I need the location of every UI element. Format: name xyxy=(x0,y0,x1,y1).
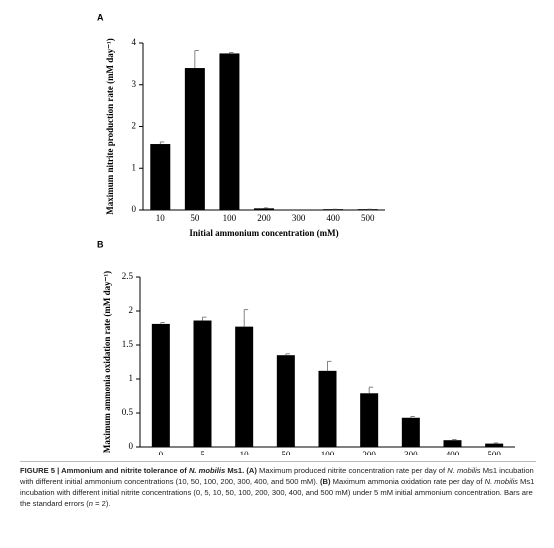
y-axis-title: Maximum ammonia oxidation rate (mM day⁻¹… xyxy=(102,271,112,453)
caption-text: Ms1. xyxy=(225,466,245,475)
x-tick-label: 50 xyxy=(190,213,200,223)
y-axis-title: Maximum nitrite production rate (mM day⁻… xyxy=(105,38,115,215)
y-tick-label: 2 xyxy=(129,305,134,315)
x-tick-label: 400 xyxy=(326,213,340,223)
caption-text: Ms1 incubation with different initial ni… xyxy=(20,476,535,508)
caption-text: N. mobilis xyxy=(484,476,518,486)
bar xyxy=(254,208,274,210)
x-tick-label: 100 xyxy=(321,450,335,455)
bar xyxy=(151,323,170,447)
bar xyxy=(323,209,344,210)
x-tick-label: 100 xyxy=(223,213,237,223)
x-tick-label: 200 xyxy=(257,213,271,223)
y-tick-label: 0 xyxy=(129,441,134,451)
caption-text: Maximum ammonia oxidation rate per day o… xyxy=(330,476,485,486)
bar xyxy=(485,443,504,447)
x-tick-label: 500 xyxy=(361,213,375,223)
bar xyxy=(318,370,337,447)
x-axis-title: Initial ammonium concentration (mM) xyxy=(189,228,338,238)
y-tick-label: 4 xyxy=(132,37,137,47)
y-tick-label: 1 xyxy=(132,162,137,172)
caption: FIGURE 5 | Ammonium and nitrite toleranc… xyxy=(20,461,536,510)
bar xyxy=(193,320,212,447)
x-tick-label: 300 xyxy=(292,213,306,223)
caption-text: N. mobilis xyxy=(447,466,481,475)
caption-text: FIGURE 5 | Ammonium and nitrite toleranc… xyxy=(20,466,189,475)
y-tick-label: 1.5 xyxy=(122,339,134,349)
x-tick-label: 400 xyxy=(446,450,460,455)
panel-label: A xyxy=(97,12,104,22)
bar xyxy=(184,68,205,210)
x-tick-label: 5 xyxy=(200,450,205,455)
x-tick-label: 10 xyxy=(240,450,250,455)
x-tick-label: 500 xyxy=(487,450,501,455)
x-tick-label: 200 xyxy=(362,450,376,455)
x-tick-label: 300 xyxy=(404,450,418,455)
panel-label: B xyxy=(97,239,104,249)
y-tick-label: 3 xyxy=(132,79,137,89)
y-tick-label: 0.5 xyxy=(122,407,134,417)
y-tick-label: 2.5 xyxy=(122,271,134,281)
y-tick-label: 2 xyxy=(132,121,137,131)
caption-text: (A) xyxy=(244,466,257,475)
bar xyxy=(443,440,462,447)
figure: A Maximum nitrite production rate (mM day… xyxy=(97,12,515,455)
bar xyxy=(401,417,420,447)
x-tick-label: 0 xyxy=(159,450,164,455)
bar xyxy=(150,144,171,210)
bar xyxy=(235,326,254,447)
caption-text: n xyxy=(88,498,94,508)
caption-text: N. mobilis xyxy=(188,466,226,475)
x-tick-label: 10 xyxy=(156,213,166,223)
caption-text: = 2). xyxy=(93,498,111,508)
x-tick-label: 50 xyxy=(281,450,291,455)
caption-text: Ms1 incubation with different initial am… xyxy=(20,466,534,486)
y-tick-label: 1 xyxy=(129,373,134,383)
caption-text: Maximum produced nitrite concentration r… xyxy=(256,466,448,475)
bar xyxy=(360,393,379,447)
bar xyxy=(357,209,378,210)
y-tick-label: 0 xyxy=(132,204,137,214)
caption-text: (B) xyxy=(319,476,331,486)
bar xyxy=(276,355,295,447)
bar xyxy=(219,53,240,210)
